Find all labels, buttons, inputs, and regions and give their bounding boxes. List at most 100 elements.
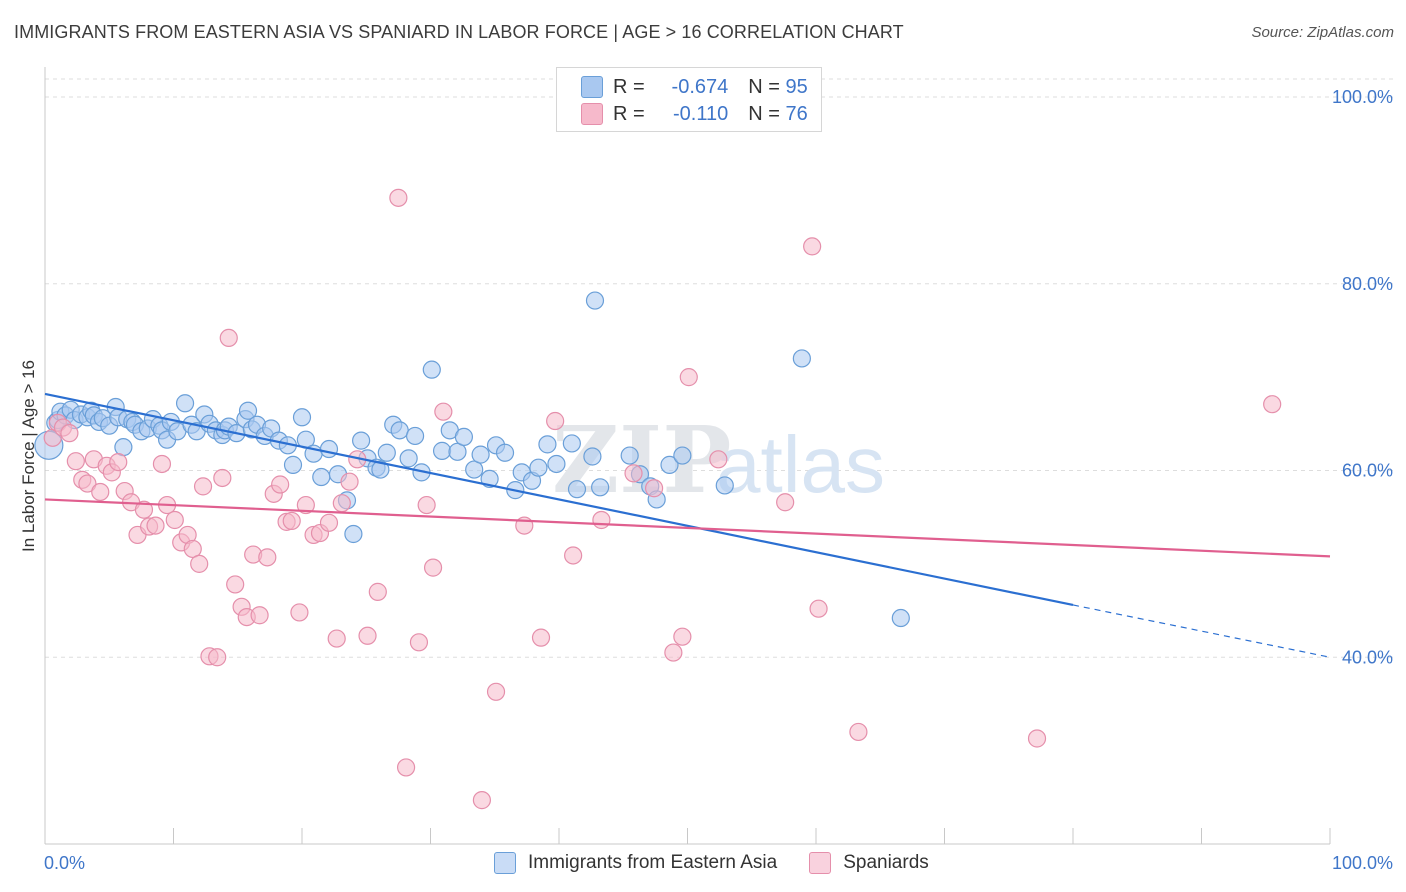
pink-swatch <box>581 103 603 125</box>
n-value: 76 <box>785 102 808 125</box>
legend-row-blue: R = -0.674 N = 95 <box>581 75 808 99</box>
point-eastern-asia <box>454 427 474 446</box>
point-eastern-asia <box>891 608 910 628</box>
point-spaniard <box>1027 729 1047 748</box>
point-spaniard <box>664 643 683 662</box>
stats-legend: R = -0.674 N = 95 R = -0.110 N = 76 <box>556 67 822 132</box>
point-spaniard <box>531 628 551 647</box>
point-eastern-asia <box>480 469 499 489</box>
point-eastern-asia <box>432 441 452 460</box>
point-eastern-asia <box>562 434 581 453</box>
gridlines <box>45 78 1394 658</box>
trend-line-eastern-asia <box>44 392 1074 607</box>
point-spaniard <box>296 495 315 515</box>
trend-lines <box>44 392 1331 658</box>
zipatlas-watermark: ZIP atlas <box>552 406 885 514</box>
r-label: R = <box>613 75 645 98</box>
blue-swatch <box>494 852 516 874</box>
point-spaniard <box>109 452 128 472</box>
point-spaniard <box>193 477 213 496</box>
point-spaniard <box>250 606 269 625</box>
point-eastern-asia <box>567 480 587 499</box>
trend-line-eastern-asia-extension <box>1072 604 1331 658</box>
point-eastern-asia <box>175 394 195 413</box>
legend-label: Immigrants from Eastern Asia <box>528 852 778 873</box>
point-eastern-asia <box>405 426 425 446</box>
point-spaniard <box>226 575 245 594</box>
point-spaniard <box>368 582 387 601</box>
point-eastern-asia <box>312 467 331 487</box>
legend-label: Spaniards <box>843 852 929 873</box>
x-tick-label: 0.0% <box>44 853 85 873</box>
point-spaniard <box>486 682 506 701</box>
point-eastern-asia <box>673 446 692 465</box>
point-spaniard <box>644 479 664 498</box>
x-tick-label: 100.0% <box>1332 853 1393 873</box>
point-eastern-asia <box>283 455 303 474</box>
point-spaniard <box>146 516 165 535</box>
point-eastern-asia <box>292 408 312 427</box>
point-eastern-asia <box>390 421 409 440</box>
point-spaniard <box>679 368 698 387</box>
point-spaniard <box>134 500 154 519</box>
y-tick-label: 100.0% <box>1332 87 1393 107</box>
point-spaniard <box>472 791 491 810</box>
point-spaniard <box>66 452 85 471</box>
point-eastern-asia <box>583 447 602 466</box>
point-eastern-asia <box>399 449 418 468</box>
point-eastern-asia <box>319 439 339 459</box>
point-spaniard <box>396 758 416 777</box>
point-eastern-asia <box>715 476 734 495</box>
point-spaniard <box>417 495 436 515</box>
tick-labels: 40.0% 60.0% 80.0% 100.0% 0.0% 100.0% <box>44 87 1393 873</box>
y-axis-label: In Labor Force | Age > 16 <box>19 360 38 552</box>
source-label: Source: ZipAtlas.com <box>1251 24 1394 41</box>
chart-title: IMMIGRANTS FROM EASTERN ASIA VS SPANIARD… <box>14 22 904 42</box>
point-eastern-asia <box>620 446 639 465</box>
y-tick-label: 80.0% <box>1342 274 1393 294</box>
point-spaniard <box>78 474 97 493</box>
n-value: 95 <box>785 75 808 98</box>
point-spaniard <box>1263 395 1282 414</box>
point-eastern-asia <box>352 431 371 450</box>
point-spaniard <box>673 627 692 646</box>
point-spaniard <box>165 510 184 530</box>
point-eastern-asia <box>529 458 548 477</box>
trend-line-spaniards <box>44 498 1331 558</box>
y-tick-label: 40.0% <box>1342 647 1393 667</box>
point-spaniard <box>91 482 110 502</box>
point-spaniard <box>282 511 301 531</box>
point-spaniard <box>340 472 359 491</box>
data-points <box>34 188 1282 810</box>
point-spaniard <box>849 722 868 742</box>
point-spaniard <box>208 648 227 667</box>
point-eastern-asia <box>495 443 515 462</box>
point-spaniard <box>624 464 643 483</box>
r-value: -0.674 <box>671 75 729 98</box>
n-label: N = <box>748 75 780 98</box>
point-spaniard <box>258 548 277 567</box>
point-spaniard <box>319 513 339 532</box>
point-spaniard <box>592 510 611 530</box>
point-eastern-asia <box>792 349 811 368</box>
n-label: N = <box>748 102 780 125</box>
point-spaniard <box>564 546 583 565</box>
point-eastern-asia <box>371 460 390 479</box>
legend-item-spaniards: Spaniards <box>809 852 929 874</box>
point-spaniard <box>213 468 232 488</box>
watermark-atlas: atlas <box>716 420 885 509</box>
point-spaniard <box>546 411 565 431</box>
point-spaniard <box>152 454 172 474</box>
point-eastern-asia <box>538 435 557 454</box>
point-eastern-asia <box>591 478 610 497</box>
point-spaniard <box>332 494 351 513</box>
point-eastern-asia <box>585 291 605 310</box>
point-eastern-asia <box>344 524 363 544</box>
point-eastern-asia <box>377 443 396 462</box>
r-label: R = <box>613 102 645 125</box>
point-eastern-asia <box>471 445 490 464</box>
pink-swatch <box>809 852 832 874</box>
point-spaniard <box>60 424 79 443</box>
legend-row-pink: R = -0.110 N = 76 <box>581 102 808 126</box>
